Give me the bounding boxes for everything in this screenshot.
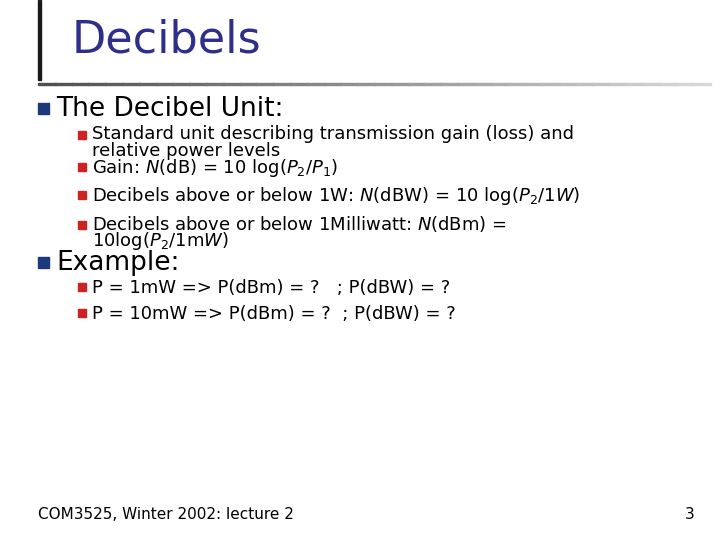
Bar [408, 83, 426, 85]
Bar [492, 83, 510, 85]
Bar [38, 0, 41, 80]
Bar [341, 83, 359, 85]
Text: Standard unit describing transmission gain (loss) and: Standard unit describing transmission ga… [92, 125, 574, 143]
Bar [78, 163, 86, 171]
Bar [55, 83, 73, 85]
Bar [78, 191, 86, 199]
Bar [525, 83, 543, 85]
Bar [78, 131, 86, 139]
Bar [38, 257, 49, 268]
Text: The Decibel Unit:: The Decibel Unit: [56, 96, 284, 122]
Text: Decibels above or below 1W: $\mathit{N}$(dBW) = 10 log($\mathit{P}_2$/1$\mathit{: Decibels above or below 1W: $\mathit{N}$… [92, 185, 580, 207]
Bar [172, 83, 190, 85]
Bar [424, 83, 442, 85]
Bar [559, 83, 577, 85]
Bar [542, 83, 560, 85]
Bar [122, 83, 140, 85]
Text: 3: 3 [685, 507, 695, 522]
Bar [189, 83, 207, 85]
Bar [391, 83, 409, 85]
Text: Example:: Example: [56, 249, 179, 275]
Bar [575, 83, 593, 85]
Bar [273, 83, 291, 85]
Bar [78, 221, 86, 229]
Bar [78, 283, 86, 291]
Bar [626, 83, 644, 85]
Bar [38, 83, 56, 85]
Bar [139, 83, 157, 85]
Bar [89, 83, 107, 85]
Text: P = 10mW => P(dBm) = ?  ; P(dBW) = ?: P = 10mW => P(dBm) = ? ; P(dBW) = ? [92, 305, 456, 323]
Bar [38, 103, 49, 114]
Bar [256, 83, 274, 85]
Bar [156, 83, 174, 85]
Text: P = 1mW => P(dBm) = ?   ; P(dBW) = ?: P = 1mW => P(dBm) = ? ; P(dBW) = ? [92, 279, 450, 297]
Bar [240, 83, 258, 85]
Text: Decibels above or below 1Milliwatt: $\mathit{N}$(dBm) =: Decibels above or below 1Milliwatt: $\ma… [92, 214, 507, 234]
Text: COM3525, Winter 2002: lecture 2: COM3525, Winter 2002: lecture 2 [38, 507, 294, 522]
Bar [323, 83, 341, 85]
Bar [458, 83, 476, 85]
Bar [78, 309, 86, 317]
Text: Gain: $\mathit{N}$(dB) = 10 log($\mathit{P}_2$/$\mathit{P}_1$): Gain: $\mathit{N}$(dB) = 10 log($\mathit… [92, 157, 338, 179]
Bar [693, 83, 711, 85]
Bar [474, 83, 492, 85]
Bar [441, 83, 459, 85]
Text: relative power levels: relative power levels [92, 142, 280, 160]
Bar [660, 83, 678, 85]
Bar [357, 83, 375, 85]
Bar [222, 83, 240, 85]
Bar [676, 83, 694, 85]
Bar [105, 83, 123, 85]
Bar [307, 83, 325, 85]
Bar [593, 83, 610, 85]
Bar [290, 83, 308, 85]
Bar [609, 83, 627, 85]
Bar [206, 83, 224, 85]
Text: 10log($\mathit{P}_2$/1m$\mathit{W}$): 10log($\mathit{P}_2$/1m$\mathit{W}$) [92, 230, 229, 252]
Bar [643, 83, 661, 85]
Bar [71, 83, 89, 85]
Text: Decibels: Decibels [72, 18, 261, 62]
Bar [374, 83, 392, 85]
Bar [508, 83, 526, 85]
